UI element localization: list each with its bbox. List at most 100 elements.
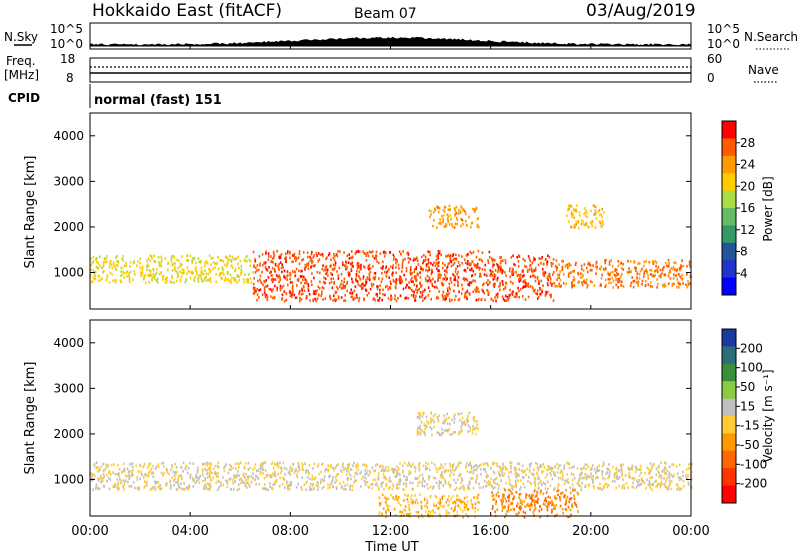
colorbar-swatch <box>722 450 736 469</box>
heatmap-cell <box>553 471 556 474</box>
heatmap-cell <box>220 271 222 275</box>
heatmap-cell <box>205 272 208 276</box>
heatmap-cell <box>97 274 100 277</box>
heatmap-cell <box>578 473 581 476</box>
heatmap-cell <box>90 472 92 475</box>
heatmap-cell <box>351 262 353 266</box>
heatmap-cell <box>152 272 155 276</box>
heatmap-cell <box>157 481 159 484</box>
heatmap-cell <box>441 505 444 509</box>
heatmap-cell <box>291 281 294 284</box>
heatmap-cell <box>272 260 274 264</box>
heatmap-cell <box>171 276 174 280</box>
heatmap-cell <box>346 478 349 481</box>
heatmap-cell <box>106 473 108 477</box>
heatmap-cell <box>672 267 674 271</box>
heatmap-cell <box>622 463 624 466</box>
heatmap-cell <box>472 471 475 475</box>
heatmap-cell <box>98 466 100 470</box>
heatmap-cell <box>461 255 463 258</box>
heatmap-cell <box>365 254 367 257</box>
heatmap-cell <box>429 485 432 489</box>
power-colorbar-label: Power [dB] <box>761 176 775 241</box>
heatmap-cell <box>464 506 467 510</box>
heatmap-cell <box>417 484 419 488</box>
heatmap-cell <box>432 487 434 490</box>
heatmap-cell <box>576 482 579 485</box>
heatmap-cell <box>124 479 127 482</box>
heatmap-cell <box>208 484 210 487</box>
heatmap-cell <box>536 289 539 292</box>
heatmap-cell <box>452 263 454 266</box>
heatmap-cell <box>296 473 298 477</box>
heatmap-cell <box>472 486 475 490</box>
heatmap-cell <box>601 473 603 476</box>
heatmap-cell <box>440 466 442 469</box>
heatmap-cell <box>195 266 197 269</box>
heatmap-cell <box>243 476 246 479</box>
heatmap-cell <box>285 482 288 485</box>
heatmap-cell <box>406 478 408 481</box>
heatmap-cell <box>621 485 624 488</box>
heatmap-cell <box>103 475 105 478</box>
heatmap-cell <box>663 468 665 472</box>
heatmap-cell <box>274 481 276 484</box>
heatmap-cell <box>234 267 237 271</box>
heatmap-cell <box>447 294 449 297</box>
heatmap-cell <box>618 277 620 281</box>
heatmap-cell <box>651 466 653 470</box>
heatmap-cell <box>253 265 255 268</box>
heatmap-cell <box>513 466 516 469</box>
heatmap-cell <box>383 476 385 479</box>
heatmap-cell <box>97 477 99 480</box>
heatmap-cell <box>687 280 689 283</box>
heatmap-cell <box>493 273 496 277</box>
heatmap-cell <box>282 476 284 480</box>
heatmap-cell <box>678 463 681 467</box>
heatmap-cell <box>563 467 565 470</box>
heatmap-cell <box>332 485 334 489</box>
heatmap-cell <box>547 290 549 294</box>
heatmap-cell <box>470 268 473 272</box>
heatmap-cell <box>191 259 193 263</box>
heatmap-cell <box>465 503 468 507</box>
heatmap-cell <box>656 268 658 271</box>
heatmap-cell <box>494 274 497 277</box>
heatmap-cell <box>359 472 361 475</box>
heatmap-cell <box>171 269 174 272</box>
heatmap-cell <box>423 480 426 483</box>
heatmap-cell <box>526 270 529 273</box>
heatmap-cell <box>481 288 483 292</box>
heatmap-cell <box>158 272 161 276</box>
heatmap-cell <box>650 273 652 276</box>
heatmap-cell <box>123 469 125 472</box>
heatmap-cell <box>286 251 289 255</box>
heatmap-cell <box>296 475 299 479</box>
heatmap-cell <box>324 277 327 281</box>
heatmap-cell <box>445 270 447 273</box>
heatmap-cell <box>534 267 537 270</box>
heatmap-cell <box>423 485 426 488</box>
heatmap-cell <box>224 465 226 468</box>
heatmap-cell <box>429 280 432 283</box>
heatmap-cell <box>399 279 401 282</box>
heatmap-cell <box>371 284 373 288</box>
heatmap-cell <box>239 461 242 464</box>
heatmap-cell <box>177 481 179 484</box>
heatmap-cell <box>421 293 424 297</box>
heatmap-cell <box>518 462 521 465</box>
heatmap-cell <box>442 298 445 301</box>
heatmap-cell <box>221 266 224 269</box>
heatmap-cell <box>150 487 153 490</box>
heatmap-cell <box>504 261 507 265</box>
heatmap-cell <box>183 271 185 275</box>
heatmap-cell <box>557 482 560 486</box>
heatmap-cell <box>453 283 456 287</box>
heatmap-cell <box>340 272 343 276</box>
heatmap-cell <box>528 463 531 466</box>
heatmap-cell <box>265 285 267 288</box>
heatmap-cell <box>566 473 568 476</box>
heatmap-cell <box>234 462 237 466</box>
heatmap-cell <box>427 294 430 297</box>
heatmap-cell <box>368 486 371 489</box>
